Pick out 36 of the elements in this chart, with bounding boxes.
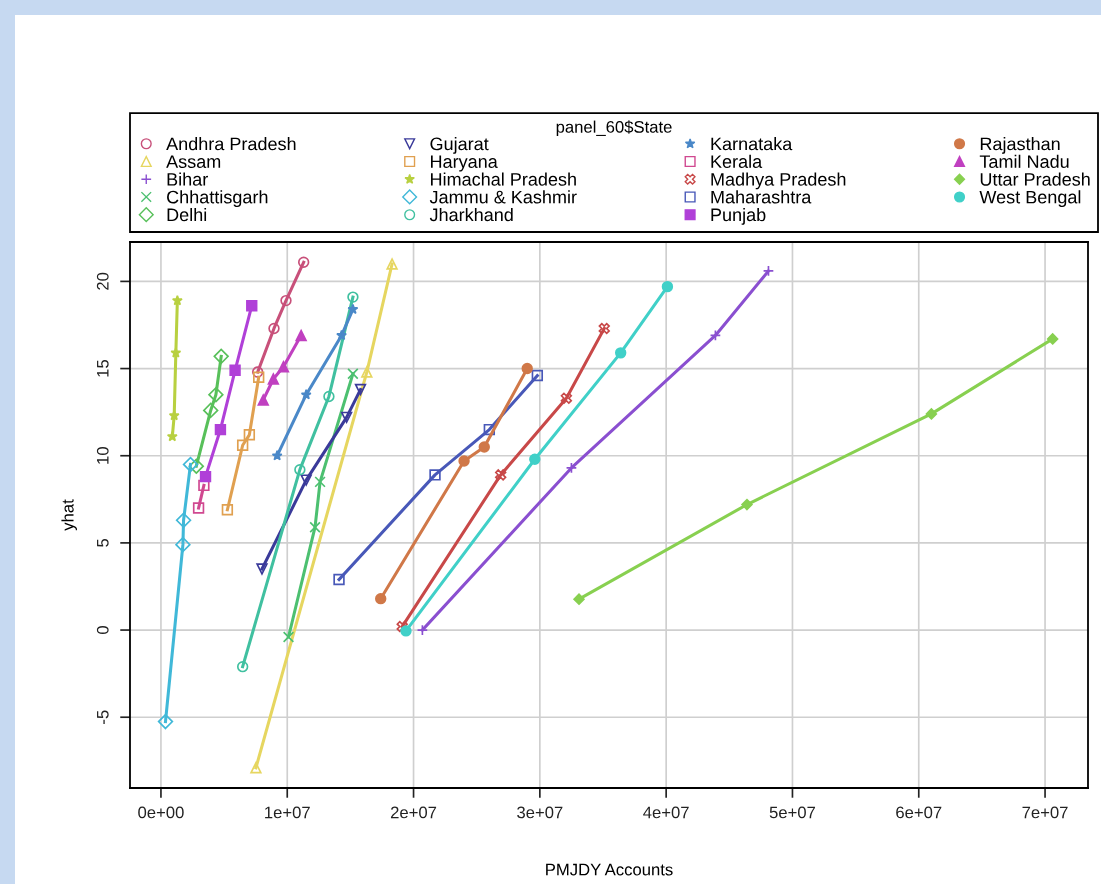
x-tick-label: 7e+07 bbox=[1022, 806, 1068, 819]
y-tick-label: 5 bbox=[97, 538, 109, 547]
legend-label: Tamil Nadu bbox=[979, 154, 1069, 169]
legend-label: Chhattisgarh bbox=[167, 190, 268, 208]
legend-label: Uttar Pradesh bbox=[980, 172, 1090, 186]
legend-label: Delhi bbox=[167, 207, 207, 222]
x-tick-label: 5e+07 bbox=[769, 806, 816, 819]
legend-label: Jammu & Kashmir bbox=[429, 190, 577, 204]
legend-label: Bihar bbox=[167, 172, 208, 186]
x-tick-label: 0e+00 bbox=[138, 806, 184, 819]
legend-label: Kerala bbox=[711, 154, 763, 169]
y-tick-label: -5 bbox=[97, 710, 109, 724]
x-tick-label: 4e+07 bbox=[643, 806, 689, 819]
legend-label: Jharkhand bbox=[429, 207, 513, 222]
x-axis-title: PMJDY Accounts bbox=[546, 863, 673, 876]
legend-label: Karnataka bbox=[711, 137, 793, 151]
x-tick-label: 3e+07 bbox=[517, 806, 563, 819]
y-tick-label: 15 bbox=[97, 359, 109, 377]
x-tick-label: 6e+07 bbox=[896, 806, 942, 819]
x-tick-label: 2e+07 bbox=[390, 806, 437, 819]
legend-label: Punjab bbox=[711, 207, 766, 225]
legend-title: panel_60$State bbox=[556, 120, 672, 137]
legend-label: Assam bbox=[166, 155, 221, 169]
legend-label: Madhya Pradesh bbox=[711, 172, 846, 190]
legend-label: Maharashtra bbox=[711, 190, 812, 204]
x-tick-label: 1e+07 bbox=[265, 806, 310, 819]
y-axis-title: yhat bbox=[61, 499, 77, 531]
legend-label: West Bengal bbox=[979, 190, 1081, 208]
legend-label: Andhra Pradesh bbox=[166, 137, 296, 151]
y-tick-label: 10 bbox=[96, 447, 109, 464]
legend-label: Haryana bbox=[431, 155, 498, 172]
legend-label: Himachal Pradesh bbox=[431, 172, 576, 186]
y-tick-label: 0 bbox=[96, 626, 109, 635]
y-tick-label: 20 bbox=[96, 272, 109, 290]
legend-label: Gujarat bbox=[430, 137, 489, 154]
legend-label: Rajasthan bbox=[980, 137, 1060, 154]
